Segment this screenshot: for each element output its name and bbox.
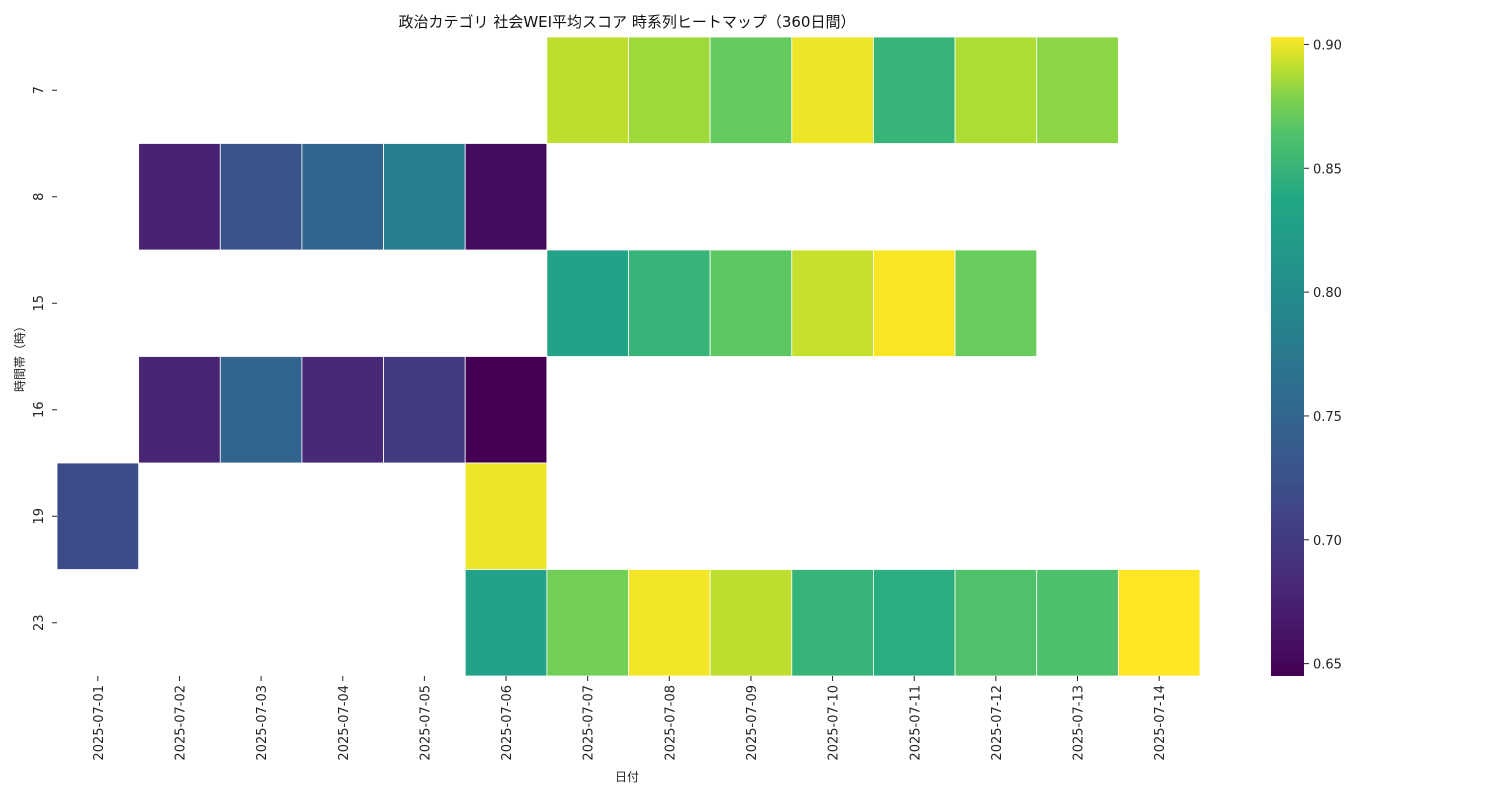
x-tick-label: 2025-07-03 (255, 685, 270, 761)
x-tick-label: 2025-07-09 (745, 685, 760, 761)
x-tick-label: 2025-07-07 (582, 685, 597, 761)
y-tick-label: 15 (32, 295, 47, 312)
heatmap-cell (1117, 569, 1201, 677)
heatmap-cell (791, 36, 874, 144)
heatmap-cell (628, 249, 711, 357)
heatmap-cell (954, 249, 1038, 357)
colorbar-tick-label: 0.70 (1313, 534, 1342, 549)
heatmap-cell (1036, 36, 1119, 144)
colorbar-tick-label: 0.75 (1313, 410, 1342, 425)
heatmap-cell (546, 569, 629, 677)
x-tick-label: 2025-07-12 (990, 685, 1005, 761)
x-tick-label: 2025-07-05 (418, 685, 433, 761)
x-tick-label: 2025-07-06 (500, 685, 515, 761)
x-axis-ticks: 2025-07-01 2025-07-02 2025-07-03 2025-07-04… (92, 676, 1168, 761)
heatmap-cell (138, 143, 221, 251)
y-tick-label: 8 (32, 193, 47, 201)
heatmap-cell (56, 462, 140, 570)
heatmap-cell (873, 569, 956, 677)
y-tick-label: 23 (32, 614, 47, 631)
heatmap-cell (464, 462, 548, 570)
x-tick-label: 2025-07-04 (337, 685, 352, 761)
heatmap-cell (546, 36, 629, 144)
heatmap-cell (954, 569, 1038, 677)
heatmap-cell (546, 249, 629, 357)
chart-title: 政治カテゴリ 社会WEI平均スコア 時系列ヒートマップ（360日間） (399, 13, 856, 31)
heatmap-cell (1036, 569, 1119, 677)
y-axis-ticks: 7 8 15 16 19 23 (32, 86, 57, 631)
heatmap-cell (219, 356, 303, 464)
y-axis-label: 時間帯（時） (13, 320, 27, 392)
colorbar (1271, 37, 1304, 676)
heatmap-cell (709, 36, 793, 144)
heatmap-cell (301, 143, 384, 251)
x-tick-label: 2025-07-11 (908, 685, 923, 761)
heatmap-cell (709, 249, 793, 357)
heatmap-cell (791, 249, 874, 357)
heatmap-cell (628, 36, 711, 144)
y-tick-label: 16 (32, 401, 47, 418)
x-tick-label: 2025-07-10 (827, 685, 842, 761)
y-tick-label: 7 (32, 86, 47, 94)
heatmap-cell (464, 569, 548, 677)
heatmap-cell (791, 569, 874, 677)
heatmap-cell (873, 36, 956, 144)
heatmap-cell (138, 356, 221, 464)
y-tick-label: 19 (32, 508, 47, 525)
x-axis-label: 日付 (615, 770, 639, 784)
x-tick-label: 2025-07-14 (1153, 685, 1168, 761)
heatmap-cell (954, 36, 1038, 144)
x-tick-label: 2025-07-08 (663, 685, 678, 761)
heatmap-cell (383, 356, 466, 464)
colorbar-tick-label: 0.90 (1313, 38, 1342, 53)
heatmap-cell (383, 143, 466, 251)
x-tick-label: 2025-07-13 (1072, 685, 1087, 761)
heatmap-cell (464, 356, 548, 464)
heatmap-cell (464, 143, 548, 251)
heatmap-cell (219, 143, 303, 251)
colorbar-ticks: 0.65 0.70 0.75 0.80 0.85 0.90 (1304, 38, 1342, 673)
heatmap-cell (301, 356, 384, 464)
heatmap-cells (56, 36, 1201, 677)
colorbar-tick-label: 0.65 (1313, 658, 1342, 673)
colorbar-tick-label: 0.85 (1313, 162, 1342, 177)
colorbar-tick-label: 0.80 (1313, 286, 1342, 301)
heatmap-cell (709, 569, 793, 677)
x-tick-label: 2025-07-01 (92, 685, 107, 761)
x-tick-label: 2025-07-02 (173, 685, 188, 761)
heatmap-cell (873, 249, 956, 357)
heatmap-cell (628, 569, 711, 677)
